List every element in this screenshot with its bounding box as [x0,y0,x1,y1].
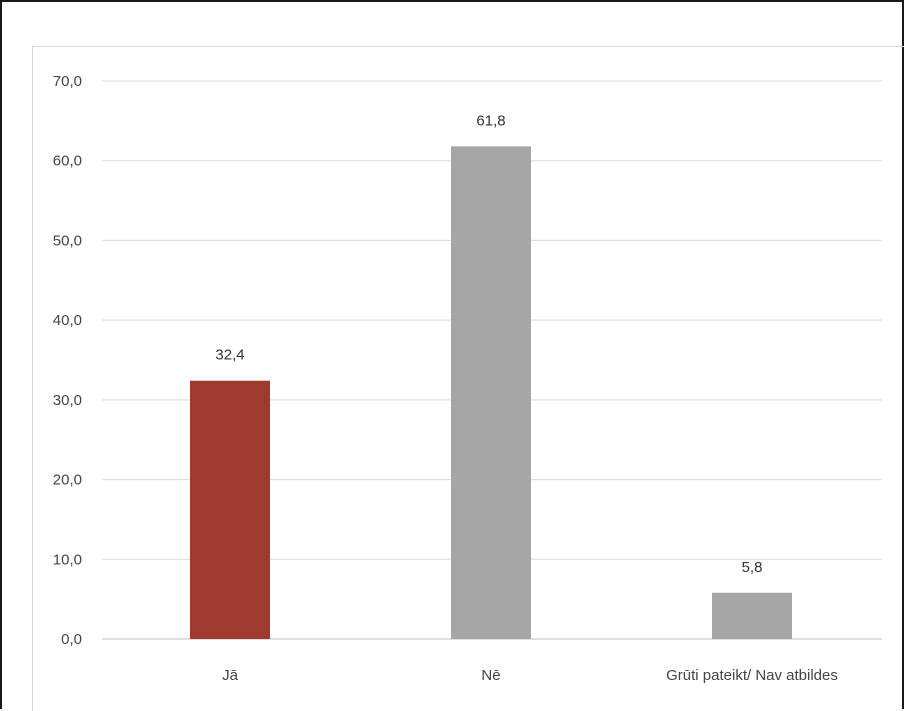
y-tick-label: 70,0 [53,73,82,90]
x-tick-label: Nē [481,667,500,684]
y-axis-ticks: 0,0 10,0 20,0 30,0 40,0 50,0 60,0 70,0 [53,73,82,648]
bars [190,146,792,639]
y-tick-label: 20,0 [53,472,82,489]
x-axis-ticks: Jā Nē Grūti pateikt/ Nav atbildes [222,667,838,684]
data-label: 32,4 [215,347,244,364]
y-tick-label: 50,0 [53,232,82,249]
data-labels: 32,4 61,8 5,8 [215,112,762,575]
data-label: 61,8 [476,112,505,129]
bar [712,592,792,639]
y-tick-label: 0,0 [61,631,82,648]
y-tick-label: 60,0 [53,153,82,170]
data-label: 5,8 [742,559,763,576]
bar [190,380,270,639]
y-tick-label: 40,0 [53,312,82,329]
plot-area [32,46,904,711]
y-tick-label: 10,0 [53,551,82,568]
x-tick-label: Jā [222,667,239,684]
y-tick-label: 30,0 [53,392,82,409]
bar [451,146,531,639]
x-tick-label: Grūti pateikt/ Nav atbildes [666,667,838,684]
